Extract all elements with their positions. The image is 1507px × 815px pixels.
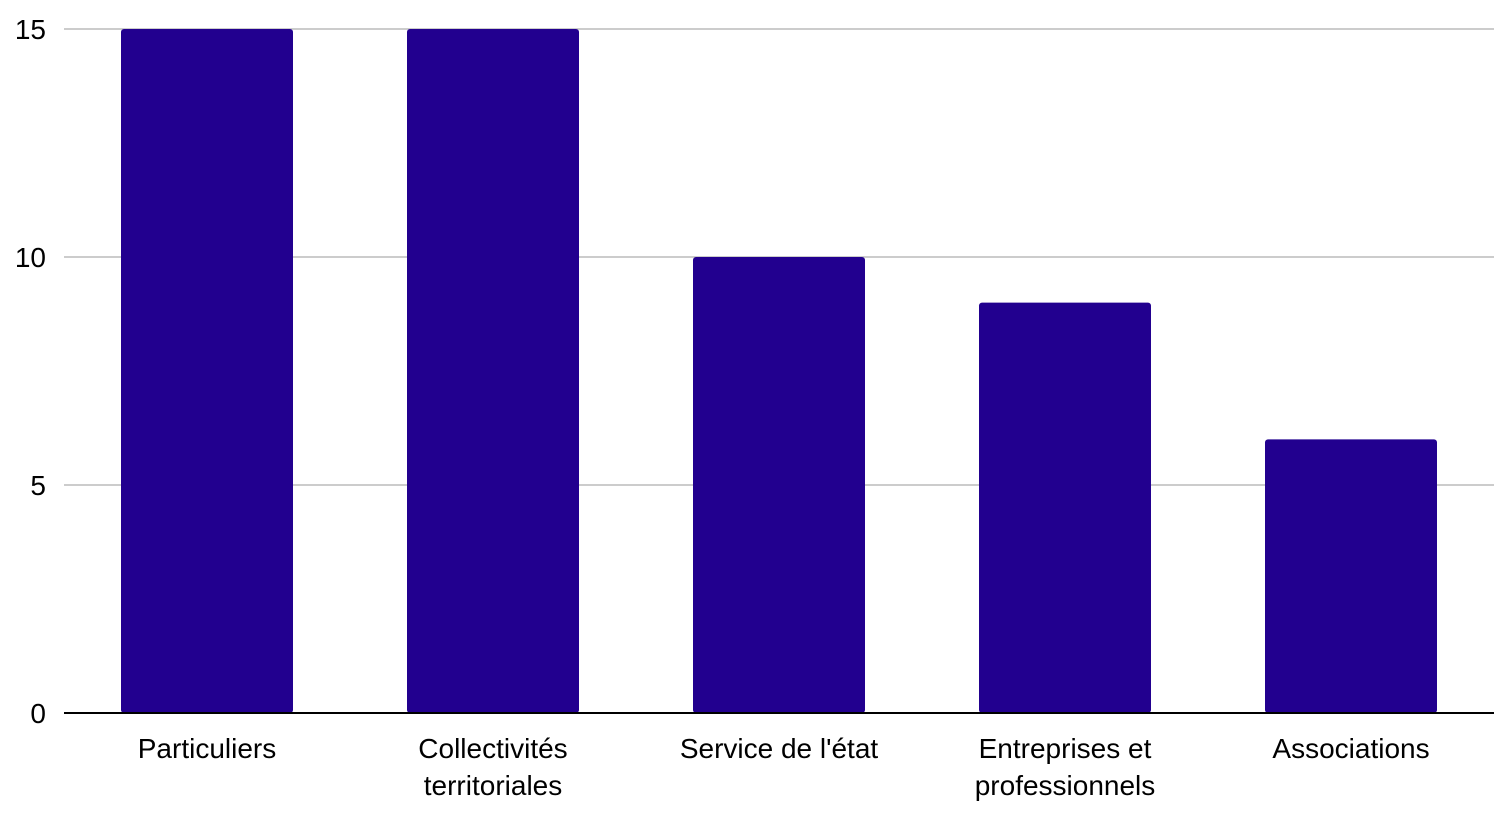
bars <box>121 29 1437 713</box>
bar <box>1265 439 1437 713</box>
x-axis-categories: Particuliers Collectivités territoriales Se… <box>138 733 1430 801</box>
x-category-label-line: territoriales <box>424 770 562 801</box>
y-tick-label: 15 <box>15 14 46 45</box>
x-category-label-line: Associations <box>1272 733 1429 764</box>
x-category-label-line: Collectivités <box>418 733 567 764</box>
y-tick-label: 0 <box>30 698 46 729</box>
bar <box>121 29 293 713</box>
x-category-label-line: Particuliers <box>138 733 276 764</box>
x-category-label-line: Entreprises et <box>979 733 1152 764</box>
y-tick-label: 10 <box>15 242 46 273</box>
x-category-label: Particuliers <box>138 733 276 764</box>
bar <box>693 257 865 713</box>
x-category-label: Collectivités territoriales <box>418 733 567 801</box>
x-category-label-line: Service de l'état <box>680 733 879 764</box>
x-category-label: Service de l'état <box>680 733 879 764</box>
y-tick-label: 5 <box>30 470 46 501</box>
x-category-label: Associations <box>1272 733 1429 764</box>
y-axis-ticks: 0 5 10 15 <box>15 14 46 729</box>
bar <box>407 29 579 713</box>
bar <box>979 302 1151 713</box>
x-category-label: Entreprises et professionnels <box>975 733 1156 801</box>
x-category-label-line: professionnels <box>975 770 1156 801</box>
